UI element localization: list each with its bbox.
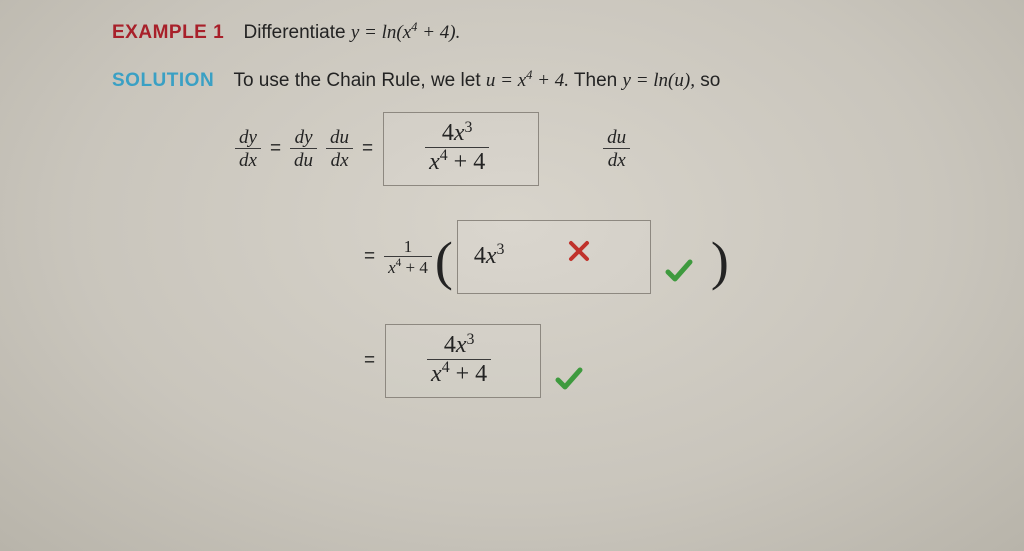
eq-row-3: = 4x3 x4 + 4: [232, 324, 964, 398]
a3-num-coeff: 4: [444, 332, 456, 358]
equals-1b: =: [356, 138, 379, 160]
example-line: EXAMPLE 1 Differentiate y = ln(x4 + 4).: [112, 22, 964, 44]
eq-row-2: = 1 x4 + 4 ( 4x3 ): [232, 220, 964, 294]
r2-den-exp: 4: [396, 257, 402, 269]
a3-num-exp: 3: [466, 331, 474, 348]
row2-frac: 1 x4 + 4: [384, 238, 432, 277]
dy: dy: [235, 128, 261, 149]
equals-1a: =: [264, 138, 287, 160]
answer-box-2[interactable]: 4x3: [457, 220, 651, 294]
a3-den: x4 + 4: [427, 360, 491, 387]
correct-icon-2: [555, 366, 583, 392]
a1-num-exp: 3: [465, 119, 473, 136]
dy-dx: dy dx: [235, 128, 261, 171]
r2-den-plus: + 4: [401, 258, 428, 277]
u-eq-post: + 4.: [532, 70, 569, 91]
solution-intro-a: To use the Chain Rule, we let: [233, 70, 485, 91]
dy-2: dy: [290, 128, 317, 149]
equals-3: =: [358, 350, 381, 372]
a3-den-plus: + 4: [450, 361, 488, 387]
dx-3: dx: [603, 149, 630, 171]
answer-box-3[interactable]: 4x3 x4 + 4: [385, 324, 541, 398]
y-eq: y = ln(u),: [623, 70, 695, 91]
dx-2: dx: [326, 149, 353, 171]
equation-block: dy dx = dy du du dx = 4x3 x4 + 4: [232, 112, 964, 398]
solution-intro-b: Then: [574, 70, 623, 91]
du-dx: du dx: [326, 128, 353, 171]
dy-du: dy du: [290, 128, 317, 171]
example-eq-rhs: + 4).: [417, 22, 460, 43]
answer-3-frac: 4x3 x4 + 4: [427, 333, 491, 386]
solution-intro-c: so: [700, 70, 720, 91]
r2-den-var: x: [388, 258, 396, 277]
page: EXAMPLE 1 Differentiate y = ln(x4 + 4). …: [0, 0, 1024, 398]
r2-den: x4 + 4: [384, 257, 432, 277]
answer-1-frac: 4x3 x4 + 4: [425, 121, 489, 174]
answer-1-den: x4 + 4: [425, 148, 489, 175]
answer-1-num: 4x3: [425, 121, 489, 147]
equals-2: =: [358, 246, 381, 268]
wrong-icon: [568, 240, 590, 262]
example-prompt-prefix: Differentiate: [243, 22, 350, 43]
r2-num: 1: [384, 238, 432, 257]
example-label: EXAMPLE 1: [112, 22, 224, 43]
example-eq-lhs: y = ln(x: [351, 22, 411, 43]
du: du: [290, 149, 317, 171]
a1-num-coeff: 4: [442, 120, 454, 146]
correct-icon-1: [665, 258, 693, 284]
du-dx-label: du dx: [603, 128, 630, 171]
answer-box-1[interactable]: 4x3 x4 + 4: [383, 112, 539, 186]
a2-var: x: [486, 243, 497, 269]
dx: dx: [235, 149, 261, 171]
a2-coeff: 4: [474, 243, 486, 269]
u-eq-pre: u = x: [486, 70, 526, 91]
du-3: du: [603, 128, 630, 149]
eq-row-1: dy dx = dy du du dx = 4x3 x4 + 4: [232, 112, 964, 186]
a2-exp: 3: [497, 241, 505, 258]
example-eq-exp: 4: [411, 20, 417, 34]
a3-num-var: x: [456, 332, 467, 358]
a3-num: 4x3: [427, 333, 491, 359]
a1-num-var: x: [454, 120, 465, 146]
a3-den-exp: 4: [442, 359, 450, 376]
du-2: du: [326, 128, 353, 149]
a2-content: 4x3: [474, 243, 505, 270]
u-exp: 4: [526, 68, 532, 82]
a1-den-plus: + 4: [448, 149, 486, 175]
a1-den-var: x: [429, 149, 440, 175]
a3-den-var: x: [431, 361, 442, 387]
solution-line: SOLUTION To use the Chain Rule, we let u…: [112, 70, 964, 92]
solution-label: SOLUTION: [112, 70, 214, 91]
a1-den-exp: 4: [440, 147, 448, 164]
